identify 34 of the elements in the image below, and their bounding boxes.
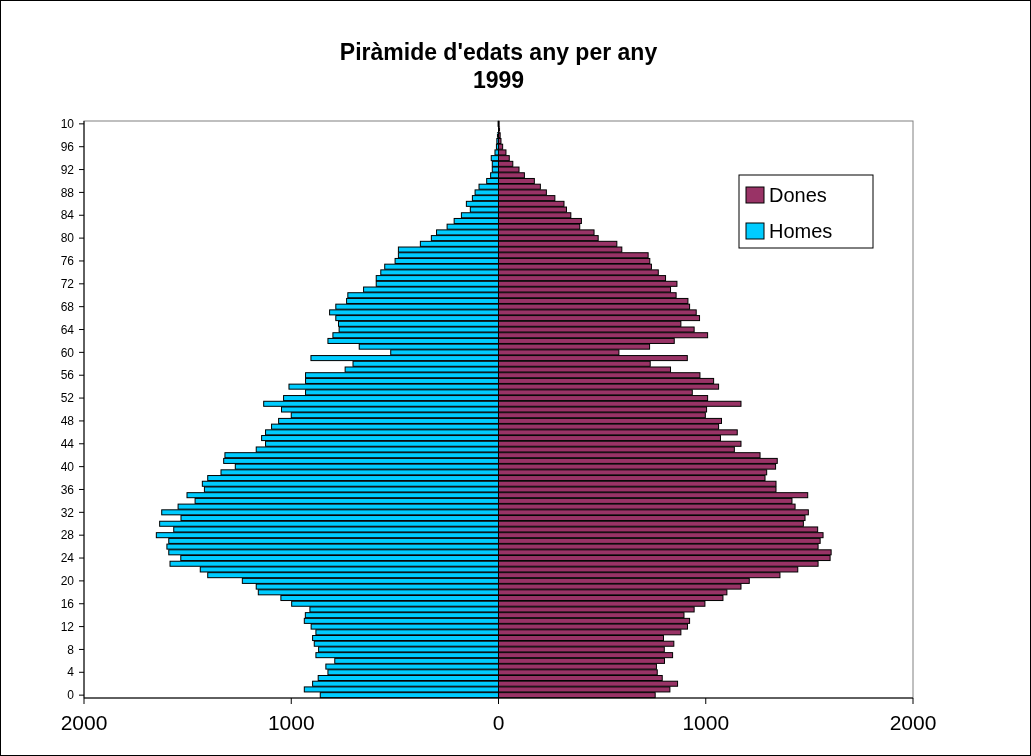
y-tick-label: 12 (60, 619, 75, 634)
x-tick-label: 2000 (889, 711, 937, 734)
y-tick-label: 96 (60, 139, 75, 154)
y-tick-label: 4 (67, 665, 75, 680)
chart-title: Piràmide d'edats any per any 1999 (339, 39, 658, 93)
y-tick-label: 56 (60, 368, 75, 383)
y-tick-label: 0 (67, 688, 75, 703)
x-tick-label: 1000 (682, 711, 730, 734)
y-tick-label: 80 (60, 231, 75, 246)
y-tick-label: 52 (60, 391, 75, 406)
y-tick-label: 72 (60, 277, 75, 292)
y-tick-label: 40 (60, 459, 75, 474)
y-tick-label: 10 (60, 117, 75, 132)
y-tick-label: 76 (60, 254, 75, 269)
y-tick-label: 20 (60, 574, 75, 589)
y-tick-label: 24 (60, 551, 75, 566)
y-tick-label: 88 (60, 185, 75, 200)
y-tick-label: 32 (60, 505, 75, 520)
y-tick-label: 84 (60, 208, 75, 223)
y-tick-label: 60 (60, 345, 75, 360)
x-tick-label: 0 (492, 711, 505, 734)
y-tick-label: 48 (60, 414, 75, 429)
legend-label: Dones (769, 184, 827, 206)
y-tick-label: 64 (60, 322, 75, 337)
legend-label: Homes (769, 220, 833, 242)
y-tick-label: 92 (60, 162, 75, 177)
y-tick-label: 68 (60, 299, 75, 314)
y-tick-label: 16 (60, 596, 75, 611)
y-tick-label: 44 (60, 436, 75, 451)
y-tick-label: 8 (67, 642, 75, 657)
x-tick-label: 1000 (267, 711, 315, 734)
x-tick-label: 2000 (60, 711, 108, 734)
y-tick-label: 28 (60, 528, 75, 543)
y-tick-label: 36 (60, 482, 75, 497)
